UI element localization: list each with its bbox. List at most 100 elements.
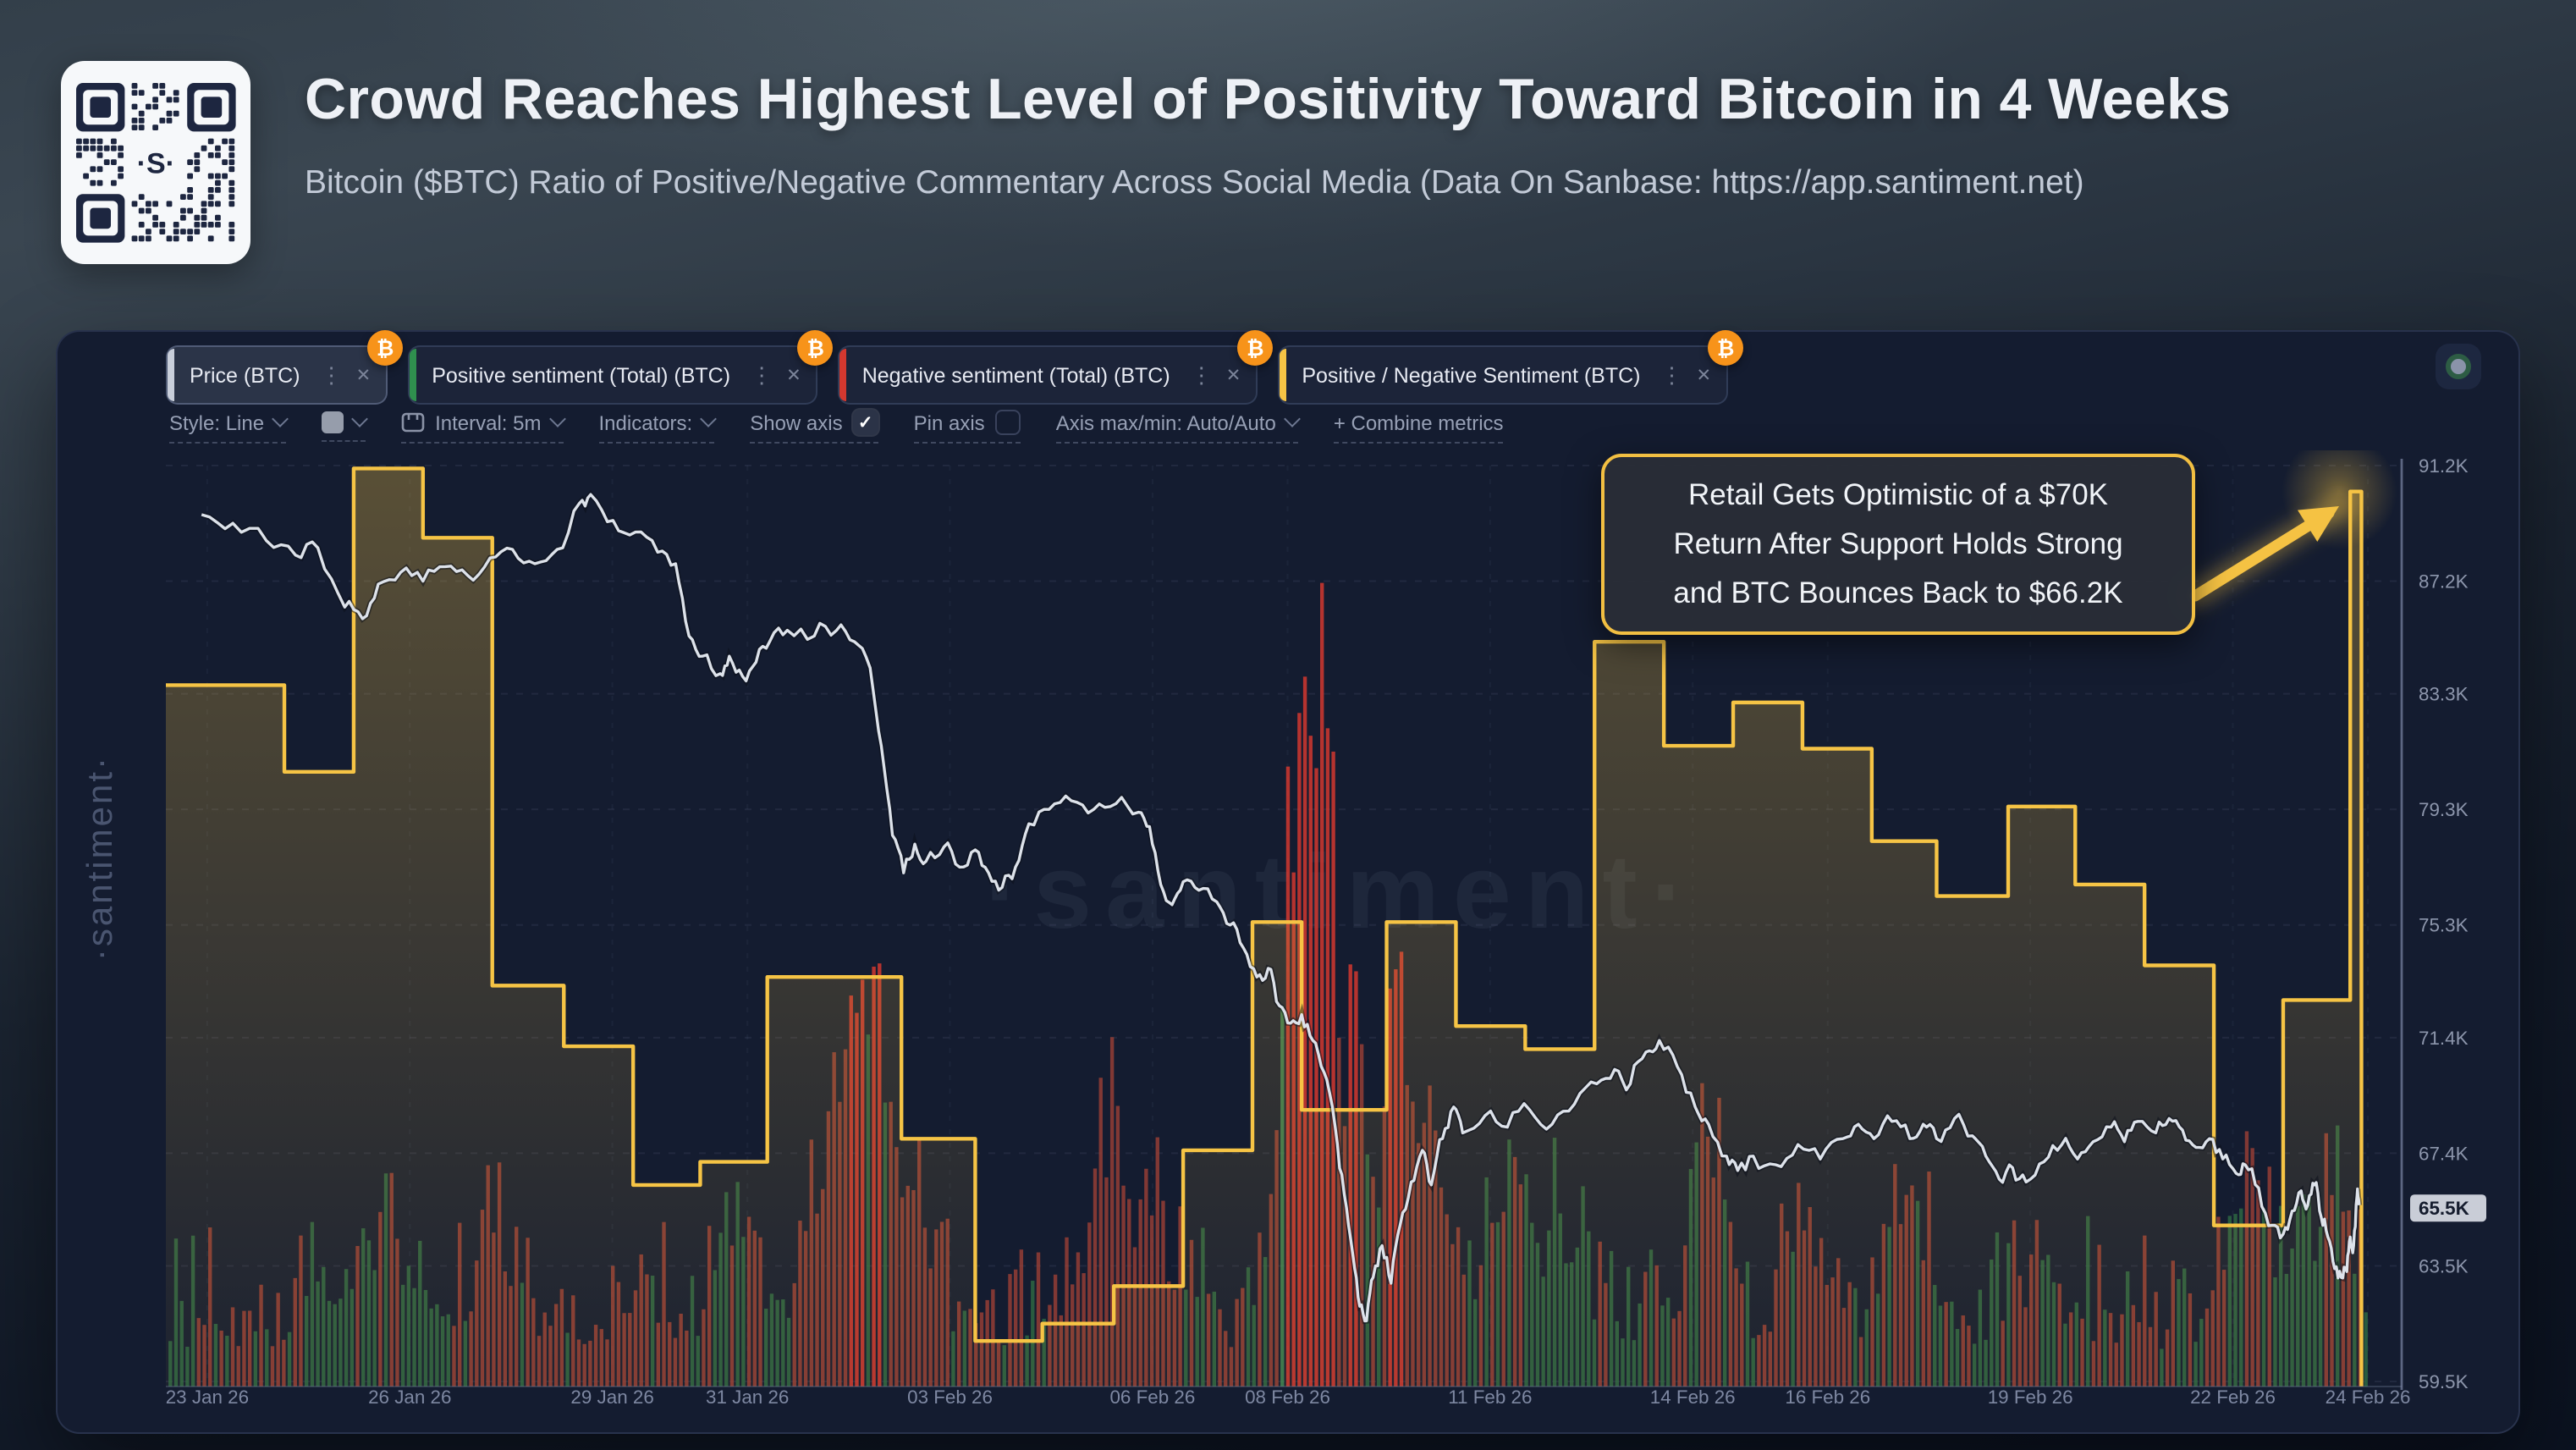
sentiment-bar — [1325, 728, 1330, 1387]
metric-tabs: Price (BTC) ⋮ ✕ ₿ Positive sentiment (To… — [166, 330, 1744, 405]
x-axis-label: 06 Feb 26 — [1109, 1387, 1195, 1408]
x-axis-label: 23 Jan 26 — [166, 1387, 249, 1408]
y-axis-label: 59.5K — [2419, 1371, 2469, 1392]
sentiment-bar — [1115, 1105, 1120, 1387]
kebab-menu-icon[interactable]: ⋮ — [1190, 362, 1213, 388]
show-axis-label: Show axis — [750, 411, 843, 434]
interval-dropdown[interactable]: Interval: 5m — [401, 411, 566, 443]
combine-metrics-label: + Combine metrics — [1333, 411, 1504, 434]
chart-card: Price (BTC) ⋮ ✕ ₿ Positive sentiment (To… — [56, 330, 2520, 1434]
sentiment-bar — [1319, 582, 1324, 1387]
qr-pattern: ·S· — [76, 83, 236, 243]
chevron-down-icon — [700, 411, 718, 427]
annotation-line: Retail Gets Optimistic of a $70K — [1687, 477, 2109, 511]
x-axis-label: 08 Feb 26 — [1245, 1387, 1330, 1408]
x-axis-label: 14 Feb 26 — [1650, 1387, 1736, 1408]
kebab-menu-icon[interactable]: ⋮ — [320, 362, 343, 388]
x-axis-label: 29 Jan 26 — [570, 1387, 653, 1408]
chevron-down-icon — [1283, 411, 1301, 427]
metric-color-bar — [410, 349, 417, 401]
sentiment-bar — [1109, 1037, 1115, 1387]
annotation-callout[interactable]: Retail Gets Optimistic of a $70K Return … — [1601, 454, 2195, 635]
show-axis-checkbox[interactable]: ✓ — [852, 410, 878, 435]
price-axis-badge-label: 65.5K — [2419, 1198, 2469, 1219]
bitcoin-badge-icon: ₿ — [1237, 330, 1274, 366]
x-axis-label: 24 Feb 26 — [2326, 1387, 2411, 1408]
watermark-center: ·santiment· — [985, 834, 1699, 951]
sentiment-bar — [1331, 751, 1335, 1387]
metric-color-bar — [168, 349, 174, 401]
x-axis-label: 31 Jan 26 — [706, 1387, 789, 1408]
y-axis-label: 87.2K — [2419, 571, 2469, 593]
x-axis-label: 11 Feb 26 — [1448, 1387, 1532, 1408]
sentiment-bar — [1104, 1177, 1109, 1387]
chevron-down-icon — [272, 411, 289, 427]
chevron-down-icon — [548, 411, 566, 427]
metric-color-bar — [839, 349, 847, 401]
sentiment-bar — [1314, 768, 1318, 1387]
sentiment-bar — [1019, 1249, 1024, 1387]
metric-tab-label: Positive / Negative Sentiment (BTC) — [1302, 363, 1641, 387]
metric-color-bar — [1280, 349, 1287, 401]
sentiment-bar — [1031, 1280, 1035, 1387]
sentiment-bar — [1093, 1168, 1098, 1387]
annotation-line: Return After Support Holds Strong — [1673, 527, 2123, 560]
price-axis-badge — [2410, 1194, 2486, 1222]
pin-axis-checkbox[interactable] — [994, 410, 1021, 435]
close-icon[interactable]: ✕ — [1696, 365, 1712, 385]
sentiment-bar — [1302, 676, 1307, 1387]
annotation-arrow — [2189, 507, 2335, 602]
y-axis-label: 67.4K — [2419, 1143, 2469, 1164]
style-dropdown[interactable]: Style: Line — [169, 411, 289, 443]
show-axis-control[interactable]: Show axis ✓ — [750, 410, 878, 444]
chart-toolbar: Style: Line Interval: 5m Indicators: — [169, 410, 1504, 444]
annotation-arrowhead — [2298, 506, 2339, 542]
header: Crowd Reaches Highest Level of Positivit… — [305, 68, 2556, 203]
sentiment-bar — [1036, 1252, 1041, 1387]
axis-maxmin-label: Axis max/min: Auto/Auto — [1055, 411, 1276, 434]
y-axis-label: 91.2K — [2419, 455, 2469, 477]
x-axis-label: 22 Feb 26 — [2190, 1387, 2276, 1408]
bitcoin-badge-icon: ₿ — [797, 330, 834, 366]
indicators-dropdown[interactable]: Indicators: — [598, 411, 718, 443]
bitcoin-badge-icon: ₿ — [1708, 330, 1744, 366]
close-icon[interactable]: ✕ — [1225, 365, 1241, 385]
santiment-qr-code: ·S· — [61, 61, 250, 264]
sentiment-bar — [1308, 736, 1313, 1387]
metric-tab[interactable]: Positive sentiment (Total) (BTC) ⋮ ✕ ₿ — [408, 330, 834, 405]
indicators-label: Indicators: — [598, 411, 693, 434]
combine-metrics-button[interactable]: + Combine metrics — [1333, 411, 1504, 443]
price-line — [201, 493, 2361, 1323]
metric-tab[interactable]: Negative sentiment (Total) (BTC) ⋮ ✕ ₿ — [838, 330, 1274, 405]
chart-area[interactable]: ·santiment· 91.2K 87.2K 83.3K 79.3K 75.3K 71.4… — [166, 433, 2518, 1429]
y-axis-label: 79.3K — [2419, 799, 2469, 820]
close-icon[interactable]: ✕ — [355, 365, 372, 385]
style-label: Style: Line — [169, 411, 265, 434]
x-axis-label: 16 Feb 26 — [1785, 1387, 1870, 1408]
chart-record-button[interactable] — [2436, 344, 2481, 389]
sentiment-bar — [1098, 1078, 1103, 1387]
x-axis-label: 03 Feb 26 — [907, 1387, 993, 1408]
metric-tab-label: Price (BTC) — [190, 363, 300, 387]
axis-maxmin-dropdown[interactable]: Axis max/min: Auto/Auto — [1055, 411, 1301, 443]
x-axis-label: 19 Feb 26 — [1988, 1387, 2073, 1408]
metric-tab-label: Positive sentiment (Total) (BTC) — [432, 363, 731, 387]
record-dot-icon — [2446, 354, 2471, 379]
color-swatch-dropdown[interactable] — [322, 411, 368, 442]
page-title: Crowd Reaches Highest Level of Positivit… — [305, 68, 2232, 132]
metric-tab[interactable]: Price (BTC) ⋮ ✕ ₿ — [166, 330, 404, 405]
pin-axis-control[interactable]: Pin axis — [913, 410, 1021, 444]
chart-canvas[interactable]: ·santiment· 91.2K 87.2K 83.3K 79.3K 75.3K 71.4… — [166, 433, 2518, 1429]
interval-label: Interval: 5m — [435, 411, 542, 434]
sentiment-bar — [1155, 1137, 1159, 1387]
sentiment-bar — [1076, 1252, 1081, 1387]
bitcoin-badge-icon: ₿ — [367, 330, 404, 366]
metric-tab[interactable]: Positive / Negative Sentiment (BTC) ⋮ ✕ … — [1278, 330, 1744, 405]
close-icon[interactable]: ✕ — [786, 365, 801, 385]
color-swatch-icon — [322, 411, 344, 433]
sentiment-bar — [1087, 1222, 1092, 1387]
kebab-menu-icon[interactable]: ⋮ — [1660, 362, 1683, 388]
y-axis-label: 63.5K — [2419, 1255, 2469, 1276]
kebab-menu-icon[interactable]: ⋮ — [751, 362, 773, 388]
